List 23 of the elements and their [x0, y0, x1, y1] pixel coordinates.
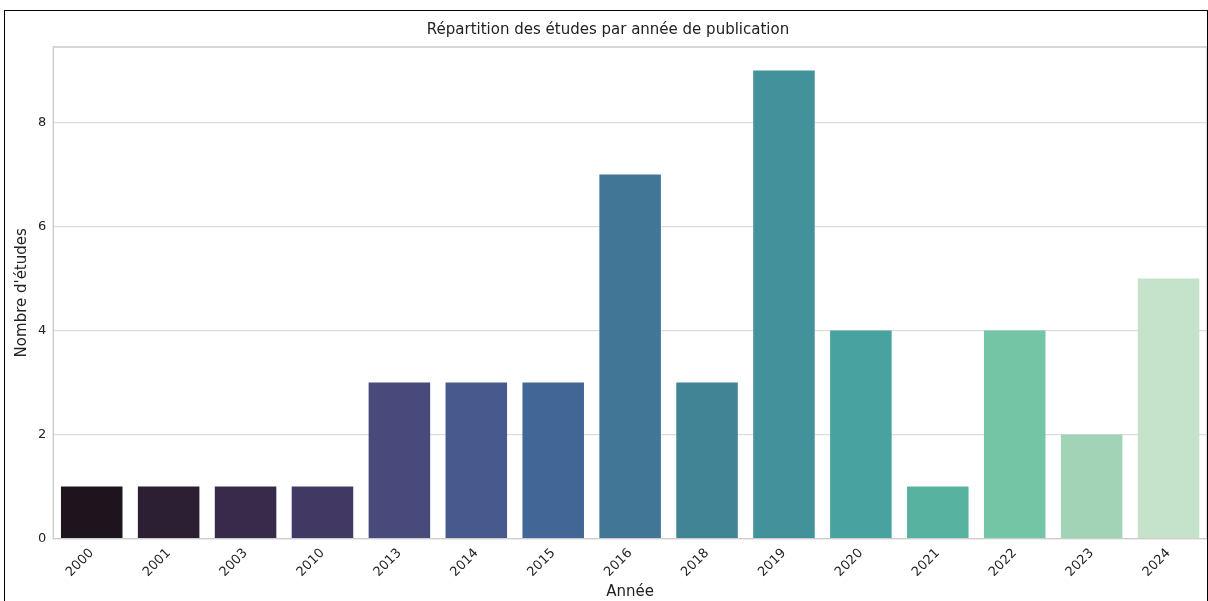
bar — [291, 486, 354, 538]
y-tick-label: 8 — [37, 113, 47, 129]
bar — [214, 486, 277, 538]
x-axis-title: Année — [606, 581, 654, 600]
bar — [599, 174, 661, 538]
bar — [60, 486, 123, 538]
y-tick-label: 0 — [37, 529, 47, 545]
bar — [522, 382, 584, 538]
y-axis-title: Nombre d'études — [11, 228, 30, 358]
bar — [1137, 278, 1200, 538]
bar — [907, 486, 969, 538]
y-tick-label: 2 — [37, 425, 47, 441]
chart-title: Répartition des études par année de publication — [426, 19, 790, 38]
y-tick-label: 6 — [37, 217, 47, 233]
bar — [676, 382, 738, 538]
bar — [983, 330, 1046, 538]
y-tick-label: 4 — [37, 321, 47, 337]
bar — [753, 70, 815, 538]
bar — [830, 330, 892, 538]
bar — [137, 486, 200, 538]
bar — [368, 382, 431, 538]
bar — [1060, 434, 1123, 538]
bar — [445, 382, 508, 538]
